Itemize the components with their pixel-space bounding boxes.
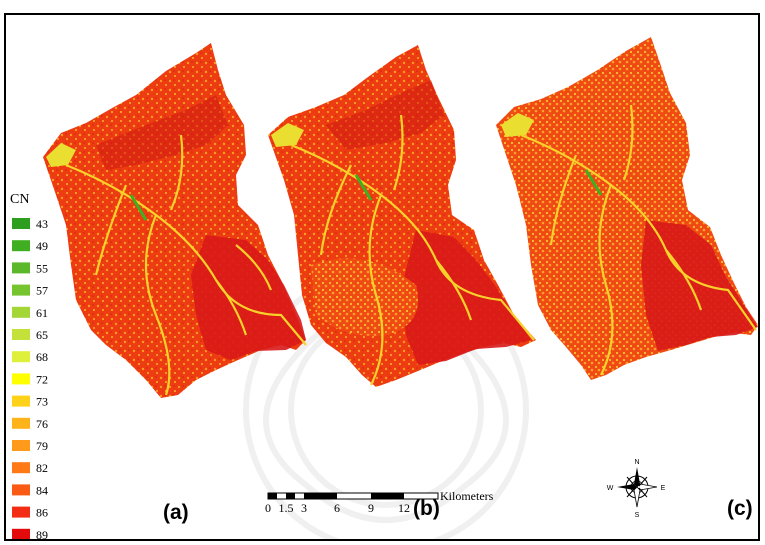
cn-map-figure: CN 43 49 55 57 61 65 68 72 73 76 79 82 84 86 89 (a) (b… <box>10 37 758 541</box>
legend-swatch <box>12 417 30 429</box>
legend-swatch <box>12 240 30 252</box>
watershed-map-a <box>43 43 307 398</box>
legend-value: 68 <box>36 350 48 364</box>
legend-value: 82 <box>36 461 48 475</box>
legend-value: 49 <box>36 239 48 253</box>
legend-value: 57 <box>36 284 48 298</box>
scale-tick-5: 12 <box>398 501 410 515</box>
legend-value: 89 <box>36 528 48 541</box>
legend-items: 43 49 55 57 61 65 68 72 73 76 79 82 84 86 89 <box>12 217 48 541</box>
cn-legend: CN 43 49 55 57 61 65 68 72 73 76 79 82 84 86 89 <box>10 192 48 541</box>
legend-value: 84 <box>36 483 48 497</box>
legend-swatch <box>12 284 30 296</box>
legend-swatch <box>12 218 30 229</box>
legend-value: 72 <box>36 372 48 386</box>
compass-w: W <box>607 485 614 492</box>
scale-tick-3: 6 <box>334 501 340 515</box>
scale-tick-2: 3 <box>301 501 307 515</box>
watershed-map-b <box>268 45 536 387</box>
legend-swatch <box>12 395 30 407</box>
legend-swatch <box>12 484 30 496</box>
compass-s: S <box>635 512 640 519</box>
legend-value: 65 <box>36 328 48 342</box>
legend-value: 86 <box>36 506 48 520</box>
scale-tick-1: 1.5 <box>279 501 294 515</box>
legend-swatch <box>12 506 30 518</box>
compass-rose-icon: N S E W <box>607 459 666 519</box>
legend-value: 61 <box>36 306 48 320</box>
legend-value: 55 <box>36 261 48 275</box>
scale-unit: Kilometers <box>440 489 494 503</box>
scale-tick-0: 0 <box>265 501 271 515</box>
compass-n: N <box>634 459 639 466</box>
legend-value: 43 <box>36 217 48 231</box>
scale-bar: 0 1.5 3 6 9 12 Kilometers <box>265 489 494 515</box>
watershed-map-c <box>496 37 758 380</box>
legend-value: 79 <box>36 439 48 453</box>
legend-swatch <box>12 462 30 474</box>
legend-swatch <box>12 351 30 363</box>
map-figure: CN 43 49 55 57 61 65 68 72 73 76 79 82 84 86 89 (a) (b… <box>4 13 760 541</box>
compass-e: E <box>661 485 666 492</box>
legend-title: CN <box>10 192 29 207</box>
legend-swatch <box>12 329 30 340</box>
legend-swatch <box>12 373 30 385</box>
legend-value: 73 <box>36 395 48 409</box>
panel-label-c: (c) <box>727 497 753 520</box>
scale-tick-4: 9 <box>368 501 374 515</box>
panel-label-b: (b) <box>413 497 440 520</box>
legend-value: 76 <box>36 417 48 431</box>
legend-swatch <box>12 262 30 274</box>
legend-swatch <box>12 440 30 451</box>
panel-label-a: (a) <box>163 501 189 524</box>
legend-swatch <box>12 528 30 539</box>
legend-swatch <box>12 306 30 318</box>
